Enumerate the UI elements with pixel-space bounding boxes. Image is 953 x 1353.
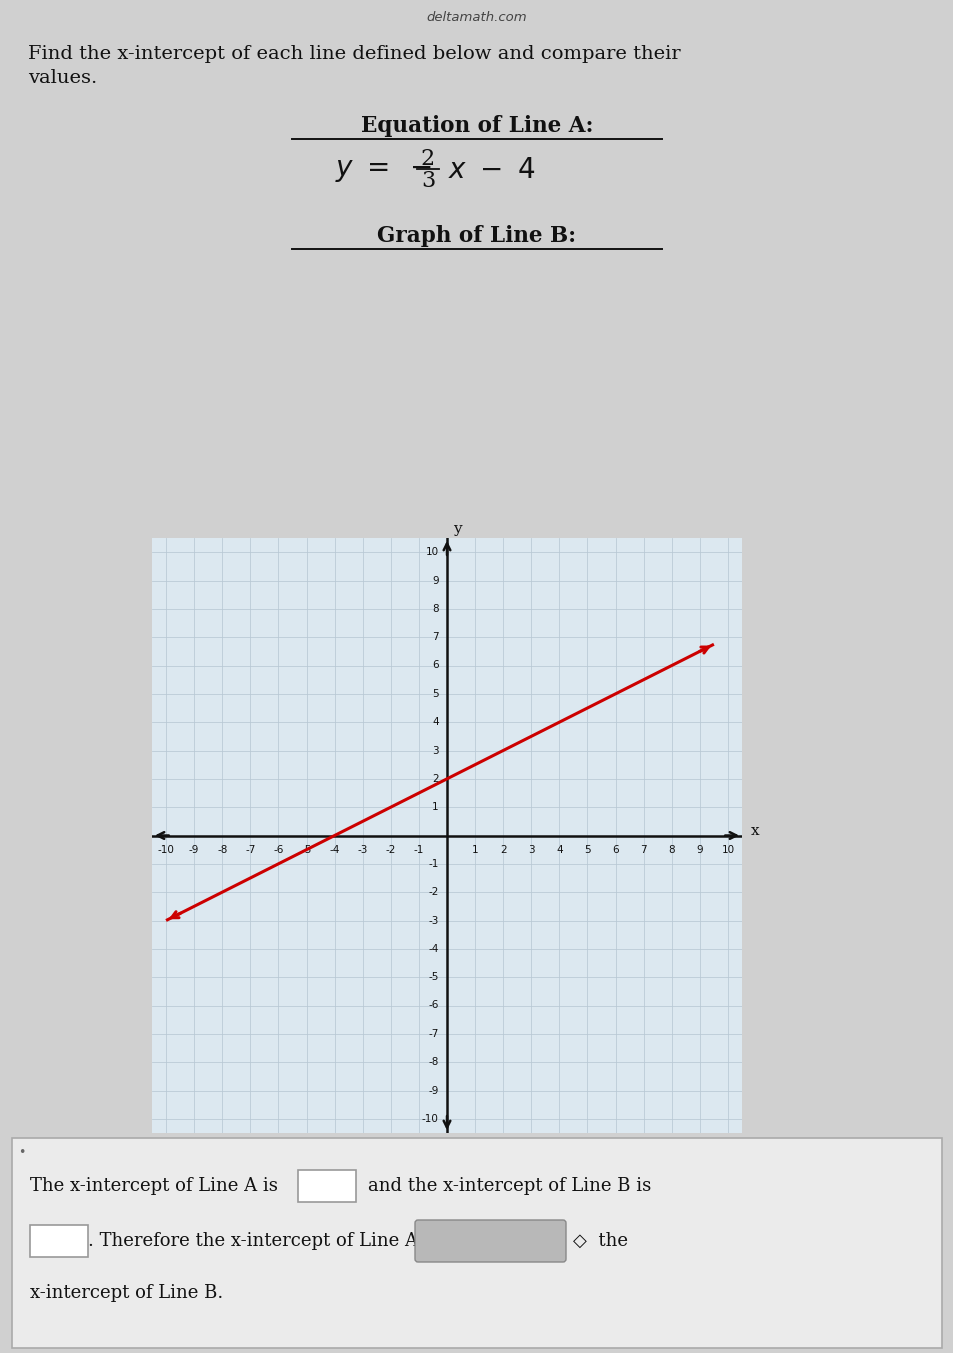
Text: 1: 1 bbox=[472, 846, 477, 855]
FancyBboxPatch shape bbox=[297, 1170, 355, 1201]
Text: and the x-intercept of Line B is: and the x-intercept of Line B is bbox=[368, 1177, 651, 1195]
Text: -3: -3 bbox=[357, 846, 368, 855]
Text: 10: 10 bbox=[425, 547, 438, 557]
Text: x: x bbox=[750, 824, 759, 839]
Text: 4: 4 bbox=[556, 846, 562, 855]
Text: -9: -9 bbox=[428, 1085, 438, 1096]
Text: Graph of Line B:: Graph of Line B: bbox=[377, 225, 576, 248]
Text: $x\ -\ 4$: $x\ -\ 4$ bbox=[448, 157, 535, 184]
Text: -6: -6 bbox=[273, 846, 283, 855]
Text: x-intercept of Line B.: x-intercept of Line B. bbox=[30, 1284, 223, 1302]
Text: 2: 2 bbox=[499, 846, 506, 855]
Text: 2: 2 bbox=[420, 147, 435, 170]
Text: -2: -2 bbox=[428, 888, 438, 897]
Text: -1: -1 bbox=[428, 859, 438, 869]
Text: 3: 3 bbox=[527, 846, 534, 855]
Text: 10: 10 bbox=[720, 846, 734, 855]
Text: 9: 9 bbox=[696, 846, 702, 855]
Text: $y\ =\ -$: $y\ =\ -$ bbox=[335, 157, 432, 184]
Text: -10: -10 bbox=[421, 1114, 438, 1124]
Text: -7: -7 bbox=[428, 1028, 438, 1039]
Text: 1: 1 bbox=[432, 802, 438, 812]
Text: 3: 3 bbox=[432, 746, 438, 755]
Text: -8: -8 bbox=[217, 846, 227, 855]
FancyBboxPatch shape bbox=[415, 1220, 565, 1262]
Text: 8: 8 bbox=[432, 603, 438, 614]
Text: -3: -3 bbox=[428, 916, 438, 925]
Text: -6: -6 bbox=[428, 1000, 438, 1011]
Text: values.: values. bbox=[28, 69, 97, 87]
Text: 5: 5 bbox=[432, 689, 438, 700]
Text: 7: 7 bbox=[639, 846, 646, 855]
FancyBboxPatch shape bbox=[30, 1224, 88, 1257]
Text: deltamath.com: deltamath.com bbox=[426, 11, 527, 24]
Text: 5: 5 bbox=[583, 846, 590, 855]
FancyBboxPatch shape bbox=[12, 1138, 941, 1348]
Text: ◇  the: ◇ the bbox=[573, 1233, 627, 1250]
Text: -9: -9 bbox=[189, 846, 199, 855]
Text: The x-intercept of Line A is: The x-intercept of Line A is bbox=[30, 1177, 277, 1195]
Text: -8: -8 bbox=[428, 1057, 438, 1068]
Text: -4: -4 bbox=[428, 944, 438, 954]
Text: 2: 2 bbox=[432, 774, 438, 783]
Text: Find the x-intercept of each line defined below and compare their: Find the x-intercept of each line define… bbox=[28, 45, 679, 64]
Text: •: • bbox=[18, 1146, 26, 1160]
Text: 6: 6 bbox=[432, 660, 438, 671]
Text: -4: -4 bbox=[329, 846, 339, 855]
Text: 9: 9 bbox=[432, 575, 438, 586]
Text: -7: -7 bbox=[245, 846, 255, 855]
Text: 7: 7 bbox=[432, 632, 438, 643]
Text: -1: -1 bbox=[414, 846, 424, 855]
Text: 6: 6 bbox=[612, 846, 618, 855]
Text: -2: -2 bbox=[385, 846, 395, 855]
Text: -5: -5 bbox=[301, 846, 312, 855]
Text: 3: 3 bbox=[420, 170, 435, 192]
Text: -5: -5 bbox=[428, 973, 438, 982]
Text: . Therefore the x-intercept of Line A is: . Therefore the x-intercept of Line A is bbox=[88, 1233, 438, 1250]
Text: 8: 8 bbox=[668, 846, 675, 855]
Text: 4: 4 bbox=[432, 717, 438, 727]
Text: -10: -10 bbox=[157, 846, 174, 855]
Text: y: y bbox=[452, 522, 460, 537]
Text: Equation of Line A:: Equation of Line A: bbox=[360, 115, 593, 137]
